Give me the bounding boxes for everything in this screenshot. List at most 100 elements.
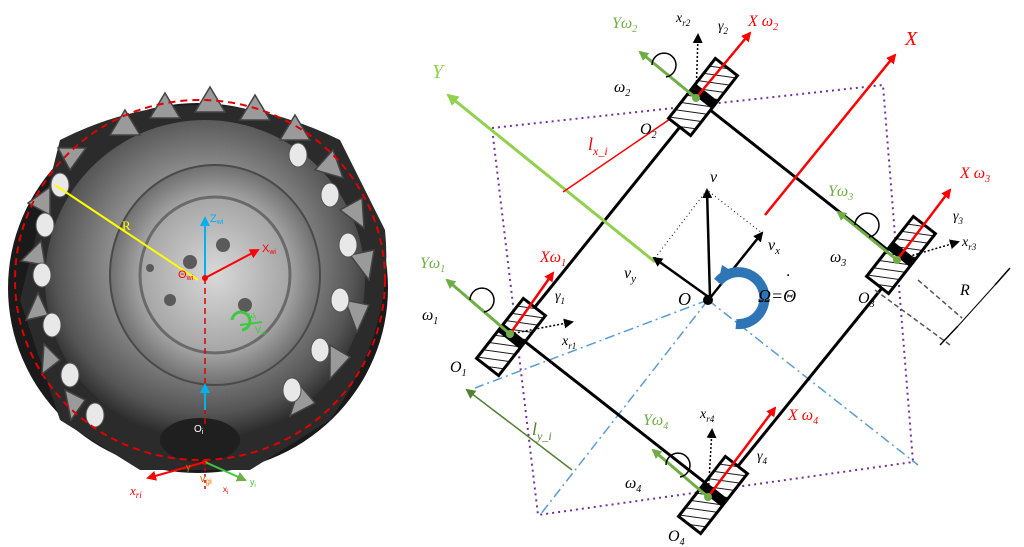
wheel-2-x-axis — [695, 31, 752, 99]
r-dimension — [957, 284, 996, 327]
wheel-outline-circle — [14, 99, 386, 461]
hub-ring — [138, 195, 292, 355]
rotation-arrowhead — [718, 265, 738, 283]
wheel-illustration: R Zwi Xwi Θwi ωi Vwi Oi xri yi vgi xi γ — [8, 85, 388, 500]
wheel-4-yw-label: Yω4 — [643, 412, 668, 432]
wheel-1-xr-axis — [509, 318, 574, 335]
r-tick-bottom — [939, 325, 959, 346]
wheel-radius-label: R — [122, 218, 131, 233]
wheel-1-o-label: O1 — [450, 359, 467, 379]
wheel-vw-label: Vwi — [255, 325, 267, 337]
v-vector — [702, 188, 713, 299]
wheel-2-o-label: O2 — [640, 121, 657, 141]
wheel-3-omega-label: ω3 — [830, 249, 846, 269]
wheel-3-o-label: O3 — [858, 290, 875, 310]
roller-xr-label: xri — [129, 483, 142, 500]
wheel-1-xr-label: xr1 — [561, 334, 576, 351]
vx-vector — [709, 231, 764, 299]
wheel-4-body — [676, 454, 750, 536]
wheel-4-xr-label: xr4 — [699, 407, 715, 424]
rotation-label: Ω=Θ — [758, 286, 796, 306]
ly-dimension-line — [465, 388, 573, 471]
wheel-1-gamma-label: γ1 — [555, 289, 565, 306]
wheel-2-omega-arc — [651, 52, 677, 78]
wheel-2-y-axis — [638, 50, 697, 100]
wheel-4-xw-label: X ω4 — [787, 407, 818, 427]
wheel-2-gamma-label: γ2 — [718, 19, 729, 36]
wheel-4-gamma-label: γ4 — [757, 449, 768, 466]
wheel-2-omega-label: ω2 — [614, 79, 630, 99]
wheel-4-xr-axis — [706, 428, 717, 498]
wheel-vw-arrow — [239, 321, 263, 326]
r-extension-top — [917, 279, 963, 319]
r-tick-top — [994, 267, 1011, 286]
robot-diagram: X Y v vx vy O Ω=Θ ˙ lx_i ly_i R — [432, 28, 1011, 517]
wheel-1-omega-arc — [469, 287, 495, 313]
velocity-parallelogram — [654, 189, 763, 259]
wheel-4-omega-arc — [665, 452, 691, 478]
body-y-axis — [446, 93, 656, 264]
wheel-3-center — [893, 256, 901, 264]
dash-dot-line-3 — [539, 299, 709, 516]
wheel-radius-line — [54, 184, 199, 281]
wheel-3-xr-label: xr3 — [961, 235, 977, 252]
vx-label: vx — [768, 237, 780, 257]
wheel-3-x-axis — [896, 188, 952, 261]
vy-vector — [652, 256, 711, 300]
wheel-2-xw-label: X ω2 — [747, 13, 778, 33]
wheel-z-label: Zwi — [210, 213, 224, 226]
wheel-4-x-axis — [707, 406, 777, 498]
wheel-3-yw-label: Yω3 — [828, 183, 853, 203]
wheel-theta-label: Θwi — [178, 269, 194, 282]
origin-label: O — [678, 289, 691, 309]
wheel-1-y-axis — [445, 278, 511, 336]
wheel-4-omega-label: ω4 — [625, 475, 641, 495]
wheel-omega-label: ωi — [248, 310, 256, 322]
wheel-1-x-axis — [508, 271, 555, 335]
rotation-dot: ˙ — [784, 270, 790, 290]
wheel-3-xr-axis — [896, 239, 960, 261]
wheel-2-xr-axis — [692, 33, 703, 99]
wheel-4-y-axis — [651, 448, 709, 499]
wheel-3-xw-label: X ω3 — [959, 165, 990, 185]
roller-center-label: Oi — [194, 424, 204, 436]
wheel-omega-arrow — [230, 310, 252, 332]
body-y-label: Y — [432, 61, 445, 83]
wheel-4-center — [704, 493, 712, 501]
wheel-1-omega-label: ω1 — [422, 307, 438, 327]
ground-roller — [160, 418, 240, 462]
vy-label: vy — [624, 265, 636, 285]
roller-y-axis — [204, 461, 247, 482]
lx-label: lx_i — [588, 134, 608, 158]
wheel-1-center — [506, 330, 514, 338]
roller-x-label: xi — [223, 485, 228, 496]
dash-dot-line-1 — [474, 299, 709, 389]
ly-label: ly_i — [532, 419, 552, 443]
robot-center — [703, 295, 713, 305]
wheel-1: Yω1 Xω1 γ1 ω1 xr1 O1 — [420, 249, 576, 379]
wheel-1-xw-label: Xω1 — [539, 249, 566, 269]
wheel-3-gamma-label: γ3 — [953, 209, 964, 226]
wheel-x-label: Xwi — [262, 243, 276, 256]
wheel-4-o-label: O4 — [668, 528, 685, 547]
body-x-label: X — [904, 28, 918, 50]
wheel-2-center — [692, 94, 700, 102]
wheel-1-yw-label: Yω1 — [420, 255, 445, 275]
wheel-x-axis — [204, 249, 260, 279]
roller-y-label: yi — [250, 477, 256, 489]
wheel-2: Yω2 X ω2 γ2 ω2 xr2 O2 — [612, 11, 778, 141]
wheel-3: Yω3 X ω3 γ3 ω3 xr3 O3 — [828, 165, 990, 310]
roller-xr-axis — [146, 461, 206, 481]
roller-gamma-label: γ — [186, 462, 191, 472]
roller-vg-label: vgi — [200, 473, 212, 486]
wheel-2-xr-label: xr2 — [675, 11, 691, 28]
wheel-3-omega-arc — [854, 212, 880, 238]
wheel-3-y-axis — [836, 210, 898, 262]
wheel-4: Yω4 X ω4 γ4 ω4 xr4 O4 — [625, 406, 818, 547]
r-label: R — [959, 282, 970, 299]
v-label: v — [710, 169, 718, 186]
hub-bolts — [146, 238, 252, 312]
wheel-2-yw-label: Yω2 — [612, 15, 637, 35]
